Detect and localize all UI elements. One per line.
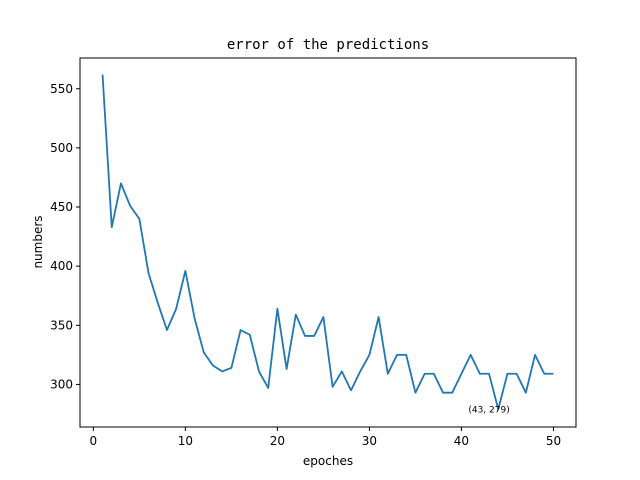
x-tick-label: 0 [90, 434, 98, 448]
x-axis-label: epoches [303, 454, 353, 468]
y-axis-label: numbers [31, 215, 45, 268]
y-tick-label: 450 [50, 200, 73, 214]
y-tick-label: 400 [50, 259, 73, 273]
plot-frame [79, 57, 577, 428]
annotations: (43, 279) [468, 405, 509, 415]
y-tick-label: 550 [50, 82, 73, 96]
y-tick-label: 350 [50, 318, 73, 332]
y-tick-label: 500 [50, 141, 73, 155]
x-tick-label: 50 [546, 434, 561, 448]
x-tick-label: 40 [454, 434, 469, 448]
annotation-label: (43, 279) [468, 405, 509, 415]
x-tick-label: 30 [362, 434, 377, 448]
x-tick-label: 20 [270, 434, 285, 448]
series-line [101, 74, 554, 411]
y-axis: 300 350 400 450 500 550 [50, 82, 80, 391]
chart-title: error of the predictions [227, 37, 429, 53]
x-axis: 0 10 20 30 40 50 [90, 427, 561, 448]
data-points [103, 75, 554, 410]
x-tick-label: 10 [178, 434, 193, 448]
plot-area: 0 10 20 30 40 50 300 350 400 450 500 550 (43, 279) [50, 57, 577, 448]
y-tick-label: 300 [50, 377, 73, 391]
